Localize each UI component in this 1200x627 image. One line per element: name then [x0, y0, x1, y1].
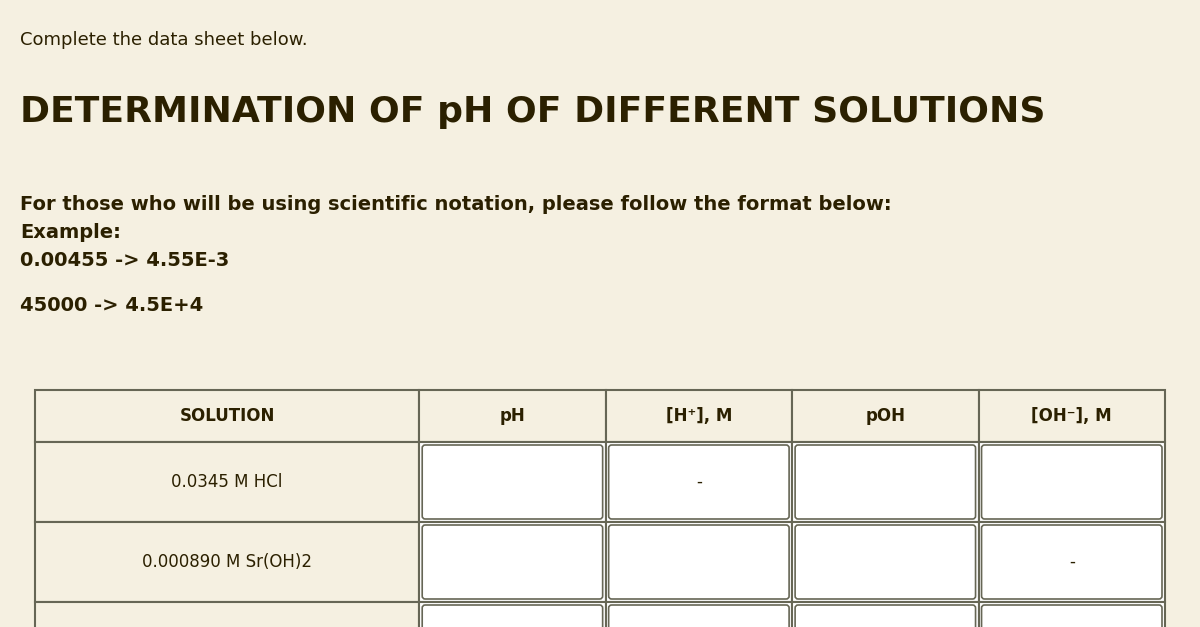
Bar [35, 602, 419, 627]
Bar [419, 442, 606, 522]
Bar [606, 522, 792, 602]
Bar [792, 390, 978, 442]
Bar [606, 390, 792, 442]
FancyBboxPatch shape [982, 605, 1162, 627]
Text: -: - [1069, 553, 1075, 571]
FancyBboxPatch shape [608, 525, 790, 599]
FancyBboxPatch shape [608, 445, 790, 519]
Text: [H⁺], M: [H⁺], M [666, 407, 732, 425]
Text: Complete the data sheet below.: Complete the data sheet below. [20, 31, 307, 49]
FancyBboxPatch shape [422, 605, 602, 627]
Text: pH: pH [499, 407, 526, 425]
Bar [606, 442, 792, 522]
Text: [OH⁻], M: [OH⁻], M [1032, 407, 1112, 425]
Text: 0.0345 M HCl: 0.0345 M HCl [172, 473, 283, 491]
Bar [606, 602, 792, 627]
Bar [419, 522, 606, 602]
FancyBboxPatch shape [796, 525, 976, 599]
FancyBboxPatch shape [422, 525, 602, 599]
Bar [792, 522, 978, 602]
FancyBboxPatch shape [422, 445, 602, 519]
Text: -: - [696, 473, 702, 491]
Bar [978, 602, 1165, 627]
Text: pOH: pOH [865, 407, 905, 425]
Bar [419, 602, 606, 627]
Text: 0.00455 -> 4.55E-3: 0.00455 -> 4.55E-3 [20, 251, 229, 270]
Bar [792, 442, 978, 522]
FancyBboxPatch shape [982, 445, 1162, 519]
Bar [978, 390, 1165, 442]
Bar [35, 522, 419, 602]
Text: DETERMINATION OF pH OF DIFFERENT SOLUTIONS: DETERMINATION OF pH OF DIFFERENT SOLUTIO… [20, 95, 1045, 129]
Text: 45000 -> 4.5E+4: 45000 -> 4.5E+4 [20, 296, 203, 315]
Bar [35, 390, 419, 442]
Text: Example:: Example: [20, 223, 121, 242]
FancyBboxPatch shape [608, 605, 790, 627]
FancyBboxPatch shape [796, 445, 976, 519]
Bar [35, 442, 419, 522]
Text: SOLUTION: SOLUTION [180, 407, 275, 425]
Text: 0.000890 M Sr(OH)2: 0.000890 M Sr(OH)2 [142, 553, 312, 571]
FancyBboxPatch shape [796, 605, 976, 627]
Text: For those who will be using scientific notation, please follow the format below:: For those who will be using scientific n… [20, 195, 892, 214]
Bar [419, 390, 606, 442]
Bar [978, 522, 1165, 602]
Bar [792, 602, 978, 627]
FancyBboxPatch shape [982, 525, 1162, 599]
Bar [978, 442, 1165, 522]
